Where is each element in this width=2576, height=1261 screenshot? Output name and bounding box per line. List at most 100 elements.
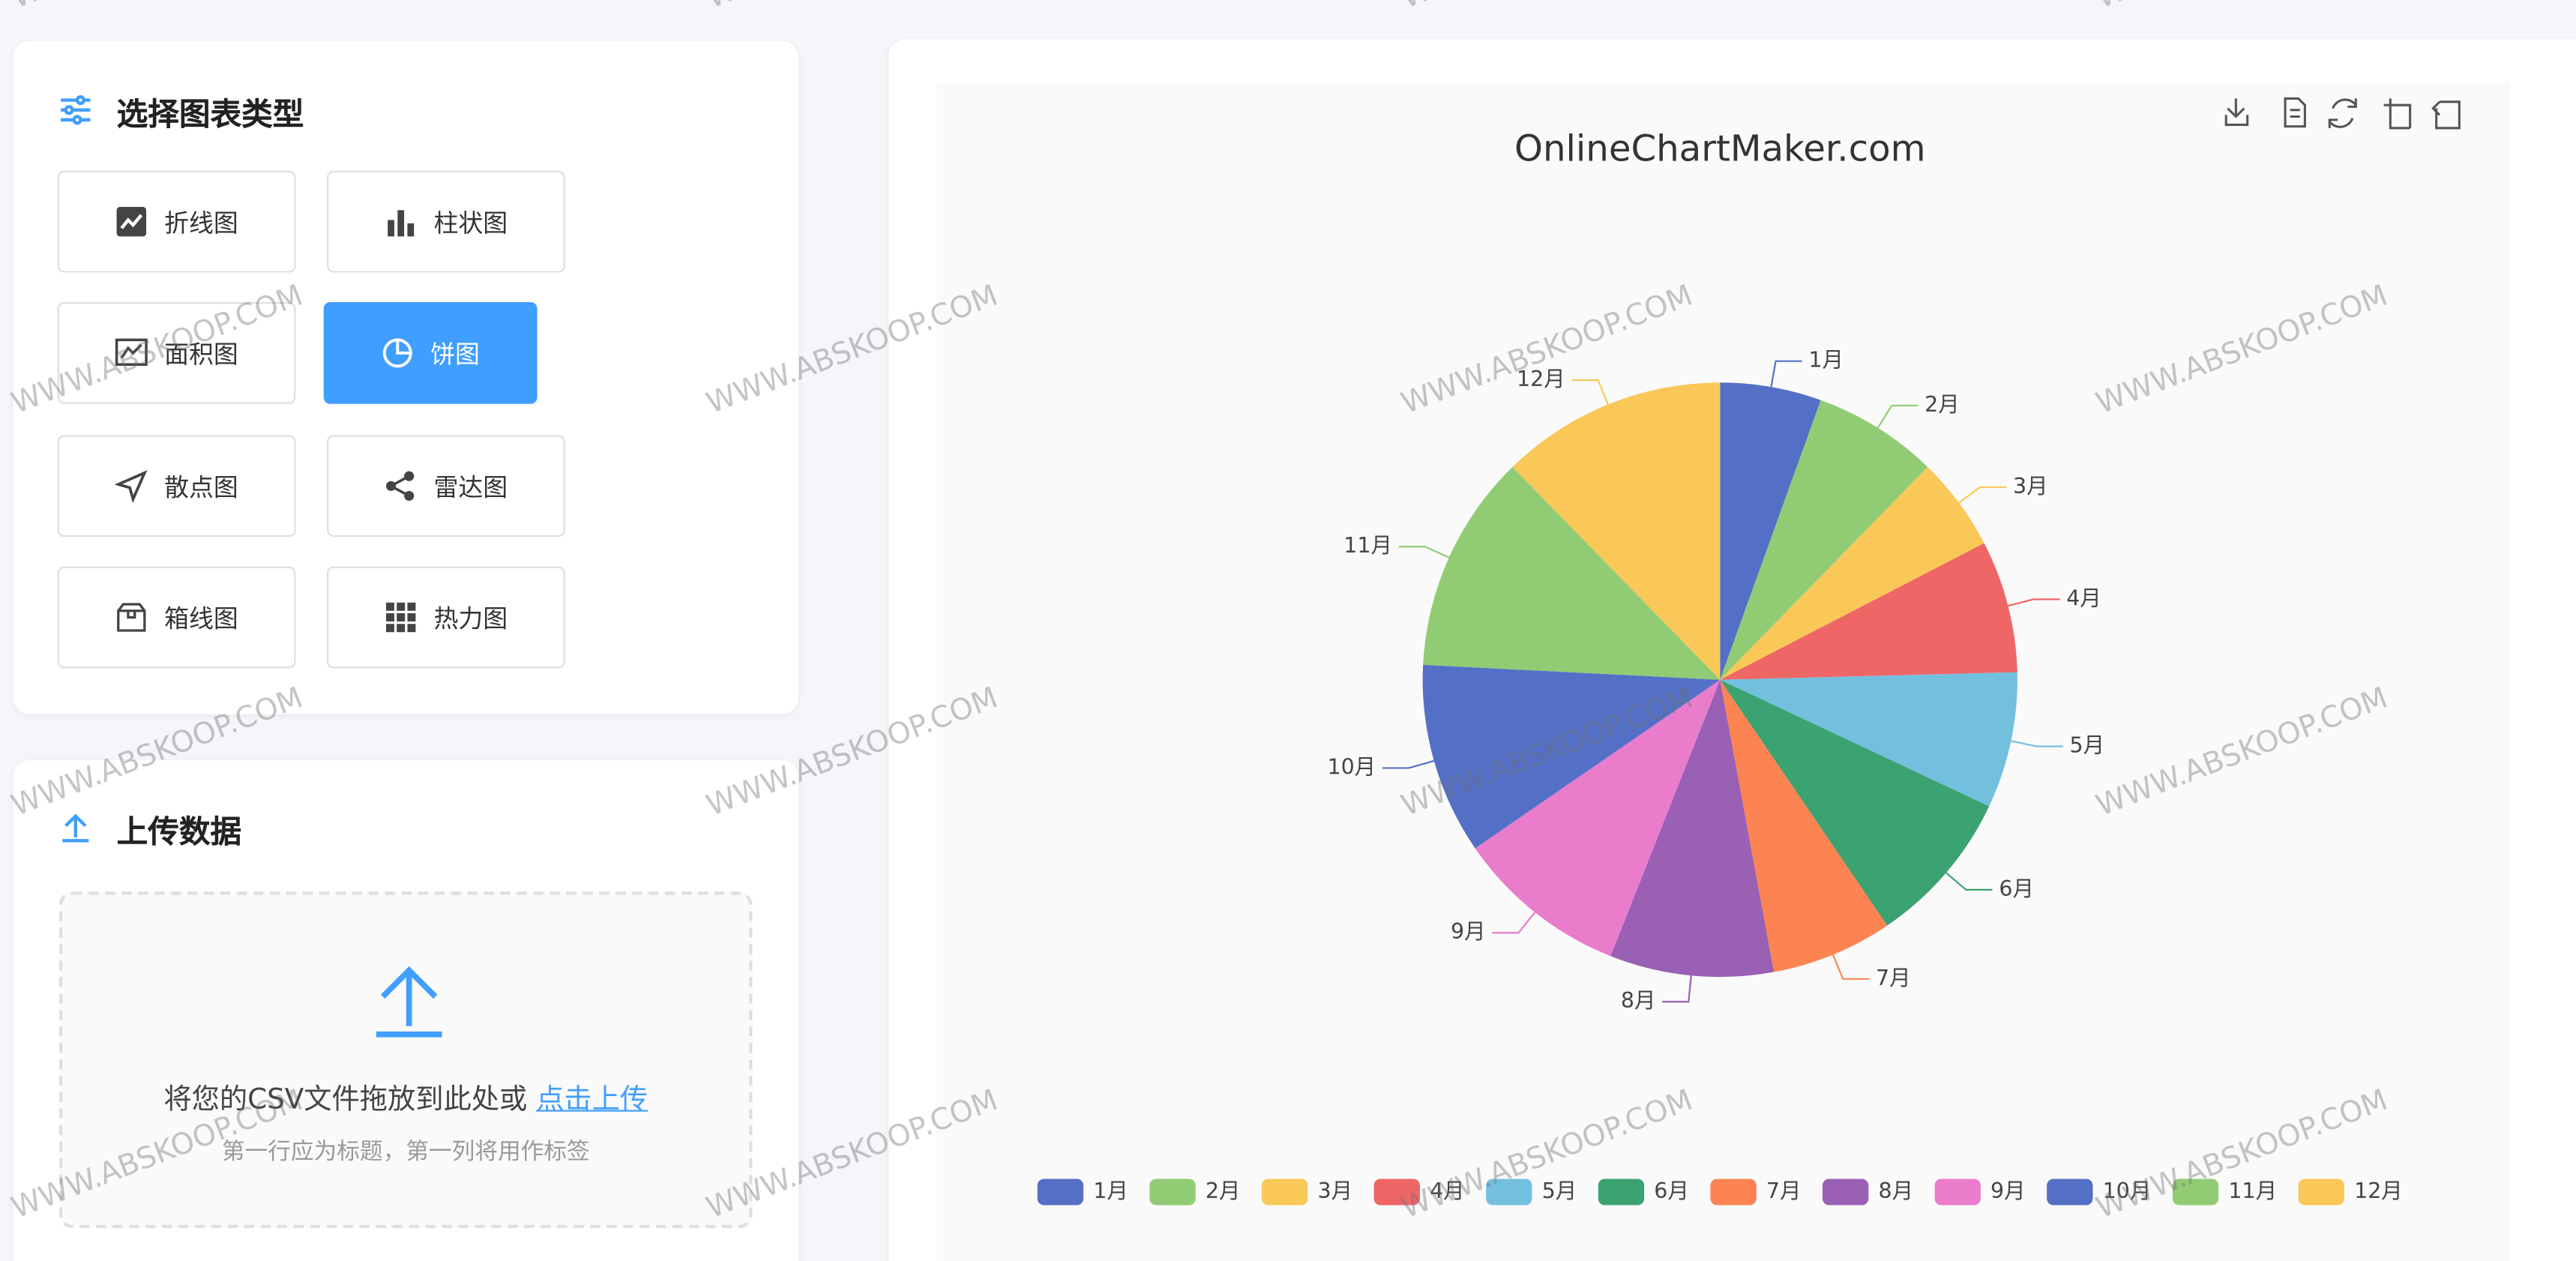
slice-label: 3月 <box>2013 474 2048 499</box>
label-line <box>1832 954 1870 980</box>
legend-swatch <box>1486 1179 1532 1206</box>
watermark: WWW.ABSKOOP.COM <box>1397 0 1697 15</box>
chart-type-button[interactable]: 柱状图 <box>327 170 565 273</box>
chart-type-button[interactable]: 散点图 <box>57 435 296 538</box>
label-line <box>2008 598 2060 607</box>
legend-swatch <box>2298 1179 2344 1206</box>
legend-label: 4月 <box>1430 1179 1465 1203</box>
label: 饼图 <box>430 339 480 369</box>
legend-swatch <box>1934 1179 1981 1206</box>
chart-type-button[interactable]: 雷达图 <box>327 435 565 538</box>
slice-label: 9月 <box>1451 919 1486 944</box>
slice-label: 2月 <box>1925 392 1960 417</box>
icon <box>385 471 415 501</box>
chart-title: OnlineChartMaker.com <box>1514 127 1926 169</box>
zoom-button[interactable] <box>2383 98 2412 130</box>
pie-slice <box>1720 466 1984 680</box>
chart: OnlineChartMaker.com 1月 2月 3月 4月 5月 6月 7月 8月 9月 1… <box>936 82 2511 1261</box>
pie-slice <box>1720 679 1888 972</box>
watermark: WWW.ABSKOOP.COM <box>7 0 307 15</box>
section-title: 上传数据 <box>116 814 242 851</box>
icon <box>117 603 146 632</box>
legend-swatch <box>1261 1179 1308 1206</box>
slice-label: 5月 <box>2070 733 2105 758</box>
data-view-button[interactable] <box>2284 97 2306 128</box>
slice-label: 8月 <box>1621 988 1656 1013</box>
drop-zone[interactable]: 将您的CSV文件拖放到此处或 点击上传 第一行应为标题，第一列将用作标签 <box>58 891 753 1229</box>
legend-label: 7月 <box>1766 1179 1802 1203</box>
slice-label: 12月 <box>1517 367 1565 391</box>
pie-slice <box>1720 543 2017 680</box>
legend-swatch <box>1598 1179 1645 1206</box>
upload-card: 上传数据 将您的CSV文件拖放到此处或 点击上传 第一行应为标题，第一列将用作标… <box>13 760 798 1261</box>
label-line <box>1398 546 1450 559</box>
upload-arrow <box>376 966 442 1038</box>
drop-hint: 第一行应为标题，第一列将用作标签 <box>221 1139 590 1166</box>
pie-slice <box>1422 664 1721 849</box>
icon <box>115 338 148 366</box>
watermark: WWW.ABSKOOP.COM <box>2092 0 2392 15</box>
chart-type-button[interactable]: 折线图 <box>57 170 296 273</box>
zoom-reset-button[interactable] <box>2431 100 2461 130</box>
slice-label: 11月 <box>1343 533 1392 558</box>
pie-slice <box>1610 679 1775 978</box>
upload-link[interactable]: 点击上传 <box>536 1083 648 1117</box>
legend-swatch <box>1037 1179 1084 1206</box>
legend-label: 9月 <box>1990 1179 2026 1203</box>
label: 雷达图 <box>433 472 508 502</box>
chart-type-button[interactable]: 箱线图 <box>57 566 296 669</box>
legend-label: 12月 <box>2354 1179 2403 1203</box>
icon <box>115 470 148 503</box>
legend-label: 8月 <box>1878 1179 1913 1203</box>
slice-label: 10月 <box>1327 754 1376 779</box>
chart-type-card: 选择图表类型 折线图 柱状图 面积图 饼图 散点图 雷达图 箱线图 热力图 <box>13 40 798 714</box>
legend-label: 3月 <box>1317 1179 1352 1203</box>
slice-label: 1月 <box>1808 348 1844 373</box>
legend-label: 11月 <box>2228 1179 2277 1203</box>
legend-label: 5月 <box>1542 1179 1577 1203</box>
legend-label: 2月 <box>1206 1179 1241 1203</box>
icon <box>382 338 412 368</box>
upload-icon <box>62 813 89 843</box>
section-title: 选择图表类型 <box>116 97 304 133</box>
pie-slice <box>1720 400 1928 680</box>
chart-type-button[interactable]: 面积图 <box>57 301 296 404</box>
label: 箱线图 <box>164 603 238 633</box>
pie-slice <box>1720 672 2017 807</box>
label: 面积图 <box>164 339 238 369</box>
label-line <box>1492 912 1536 934</box>
pie-slice <box>1423 466 1721 680</box>
legend-label: 10月 <box>2103 1179 2152 1203</box>
restore-button[interactable] <box>2328 98 2357 128</box>
legend-swatch <box>1822 1179 1869 1206</box>
toolbox <box>2224 97 2461 130</box>
watermark: WWW.ABSKOOP.COM <box>702 0 1002 15</box>
label-line <box>2011 740 2063 747</box>
legend-swatch <box>1149 1179 1196 1206</box>
slice-label: 4月 <box>2066 586 2101 610</box>
label-line <box>1571 379 1609 405</box>
legend-swatch <box>1373 1179 1420 1206</box>
chart-type-button[interactable]: 热力图 <box>327 566 565 669</box>
icon <box>385 602 416 633</box>
slice-label: 7月 <box>1876 966 1911 990</box>
label-line <box>1945 872 1993 891</box>
label: 散点图 <box>164 472 238 502</box>
legend-label: 1月 <box>1093 1179 1128 1203</box>
pie-slice <box>1720 679 1990 926</box>
legend-swatch <box>2047 1179 2093 1206</box>
label: 柱状图 <box>433 208 508 238</box>
label-line <box>1877 404 1919 429</box>
legend-swatch <box>1710 1179 1757 1206</box>
legend-label: 6月 <box>1654 1179 1689 1203</box>
label: 热力图 <box>433 603 508 633</box>
legend-swatch <box>2172 1179 2219 1206</box>
slice-label: 6月 <box>1999 876 2034 901</box>
chart-type-button-active[interactable]: 饼图 <box>323 301 538 404</box>
pie-slice <box>1512 382 1721 680</box>
pie-slice <box>1720 382 1821 680</box>
save-image-button[interactable] <box>2224 98 2249 126</box>
settings-icon <box>61 95 91 125</box>
